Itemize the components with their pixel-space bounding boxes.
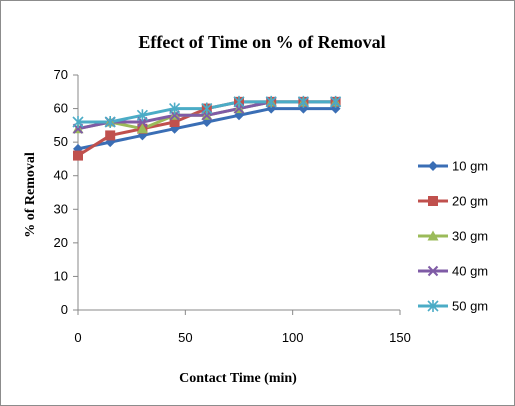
data-point-4 [72,116,84,128]
legend-label: 10 gm [452,159,488,174]
data-point-4 [265,95,277,108]
legend: 10 gm 20 gm 30 gm 40 gm 50 gm [418,159,488,314]
plot-series [72,95,342,161]
data-point-2 [136,123,148,134]
legend-item-4: 50 gm [418,299,488,314]
data-point-4 [169,102,181,115]
y-tick-label: 10 [54,268,68,283]
y-tick-label: 0 [61,302,68,317]
legend-item-2: 30 gm [418,229,488,244]
data-point-4 [201,102,213,115]
legend-label: 20 gm [452,194,488,209]
x-tick-label: 100 [282,330,304,345]
legend-label: 50 gm [452,299,488,314]
data-point-4 [136,109,148,122]
axes: 0 10 20 30 40 50 60 70 0 50 100 150 [54,67,411,345]
data-point-4 [297,95,309,108]
y-tick-label: 20 [54,235,68,250]
data-point-1 [73,150,83,161]
y-tick-label: 40 [54,168,68,183]
y-tick-label: 50 [54,134,68,149]
y-axis-title: % of Removal [23,152,38,238]
data-point-4 [233,95,245,108]
data-point-1 [105,130,116,141]
legend-label: 30 gm [452,229,488,244]
legend-item-3: 40 gm [418,264,488,279]
legend-marker [428,161,438,171]
x-tick-label: 150 [389,330,411,345]
legend-marker [428,196,438,206]
chart-title: Effect of Time on % of Removal [138,32,385,52]
data-point-1 [169,117,180,127]
legend-item-0: 10 gm [418,159,488,174]
x-axis-title: Contact Time (min) [179,371,297,386]
legend-marker [427,300,439,312]
legend-label: 40 gm [452,264,488,279]
data-point-4 [330,95,342,108]
legend-item-1: 20 gm [418,194,488,209]
x-tick-label: 0 [74,330,81,345]
y-tick-label: 30 [54,201,68,216]
data-point-4 [104,116,116,128]
legend-marker [427,230,439,241]
legend-marker [427,265,439,277]
y-tick-label: 70 [54,67,68,82]
x-tick-label: 50 [178,330,192,345]
y-tick-label: 60 [54,101,68,116]
